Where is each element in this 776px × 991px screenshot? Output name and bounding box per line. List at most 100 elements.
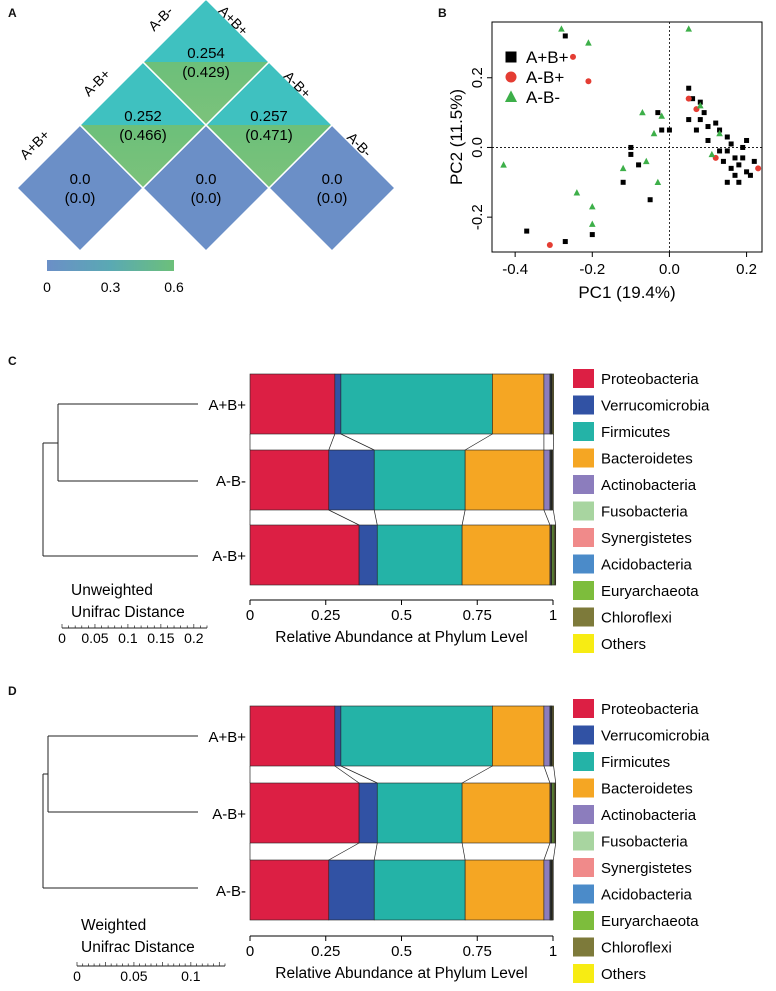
scatter-point — [701, 110, 707, 116]
legend-label: Verrucomicrobia — [601, 398, 710, 415]
scatter-point — [685, 25, 693, 32]
legend-label: Synergistetes — [601, 530, 692, 547]
colorbar — [47, 260, 174, 271]
stacked-bar-segment — [249, 524, 360, 586]
dendrogram-title: Weighted — [81, 917, 146, 934]
x-tick-label: 1 — [549, 943, 557, 960]
legend-swatch — [573, 858, 594, 877]
scatter-point — [588, 203, 596, 210]
legend-label: Acidobacteria — [601, 557, 693, 574]
legend-label: Actinobacteria — [601, 477, 697, 494]
scatter-point — [686, 117, 692, 123]
legend-label: Firmicutes — [601, 424, 670, 441]
x-tick-label: 0.25 — [311, 943, 340, 960]
legend-label: Fusobacteria — [601, 504, 688, 521]
legend-marker — [505, 71, 517, 83]
stacked-bar-segment — [543, 859, 551, 921]
cell-value: 0.0 — [196, 171, 217, 188]
stacked-bar-segment — [492, 373, 545, 435]
stacked-bar-segment — [358, 782, 378, 844]
x-tick-label: 0 — [246, 943, 254, 960]
panel-label-c: C — [8, 354, 17, 368]
colorbar-tick-label: 0.6 — [164, 279, 184, 295]
bar-connector-line — [464, 433, 493, 451]
stacked-bar-segment — [373, 449, 466, 511]
legend-label: Fusobacteria — [601, 834, 688, 851]
bar-connector-line — [328, 433, 336, 451]
bar-category-label: A+B+ — [208, 729, 246, 746]
legend-label: Euryarchaeota — [601, 583, 699, 600]
bar-category-label: A+B+ — [208, 397, 246, 414]
bar-connector-line — [373, 842, 378, 861]
legend-label: Verrucomicrobia — [601, 728, 710, 745]
legend-swatch — [573, 805, 594, 824]
x-tick-label: 0.5 — [391, 943, 412, 960]
legend-swatch — [573, 475, 594, 494]
scatter-point — [732, 155, 738, 161]
scatter-point — [666, 127, 672, 133]
cell-value: 0.252 — [124, 108, 162, 125]
stacked-bar-segment — [328, 449, 375, 511]
scatter-point — [717, 148, 723, 154]
scatter-point — [546, 242, 553, 249]
scatter-point — [708, 150, 716, 158]
scatter-point — [654, 178, 662, 186]
y-axis-label: PC2 (11.5%) — [447, 89, 466, 185]
x-tick-label: 0 — [246, 607, 254, 624]
scatter-point — [500, 161, 507, 168]
legend-label: Actinobacteria — [601, 807, 697, 824]
scatter-point — [720, 158, 726, 164]
x-axis-label: Relative Abundance at Phylum Level — [275, 629, 527, 646]
scatter-point — [716, 129, 723, 137]
stacked-bar-segment — [376, 782, 463, 844]
stacked-bar-segment — [554, 782, 557, 844]
scatter-point — [686, 85, 692, 91]
scatter-point — [728, 141, 734, 147]
bar-connector-line — [461, 842, 466, 861]
legend-label: Chloroflexi — [601, 610, 672, 627]
x-tick-label: -0.4 — [502, 261, 528, 278]
scatter-point — [696, 102, 704, 109]
scatter-point — [747, 172, 753, 178]
legend-swatch — [573, 395, 594, 415]
legend-label: Proteobacteria — [601, 371, 699, 388]
cell-subvalue: (0.0) — [191, 190, 222, 207]
scale-bar-tick-label: 0.1 — [181, 968, 201, 984]
stacked-bar-segment — [249, 373, 336, 435]
legend-swatch — [573, 831, 594, 851]
y-tick-label: -0.2 — [469, 204, 486, 230]
x-axis-label: PC1 (19.4%) — [578, 283, 675, 302]
scatter-point — [620, 179, 626, 185]
cell-subvalue: (0.429) — [182, 64, 230, 81]
dendrogram-title: Unifrac Distance — [81, 939, 195, 956]
bar-connector-line — [340, 765, 378, 784]
legend-swatch — [573, 699, 594, 718]
scatter-point — [658, 112, 666, 119]
cell-value: 0.0 — [70, 171, 91, 188]
plot-frame — [491, 21, 763, 253]
dendrogram-title: Unweighted — [71, 582, 153, 599]
scatter-point — [628, 151, 634, 157]
scale-bar-tick-label: 0.2 — [184, 630, 204, 646]
legend-swatch — [573, 448, 594, 468]
stacked-bar-segment — [249, 705, 336, 767]
scatter-point — [736, 179, 742, 185]
legend-swatch — [573, 884, 594, 904]
bar-connector-line — [340, 433, 375, 451]
legend-marker — [504, 90, 518, 102]
scatter-point — [619, 164, 627, 172]
legend-label: Others — [601, 966, 646, 983]
x-tick-label: 1 — [549, 607, 557, 624]
legend-swatch — [573, 581, 594, 600]
scatter-point — [705, 124, 711, 130]
dendrogram-title: Unifrac Distance — [71, 604, 185, 621]
legend-swatch — [573, 911, 594, 930]
legend-swatch — [573, 369, 594, 388]
x-tick-label: 0.5 — [391, 607, 412, 624]
scatter-point — [573, 189, 581, 196]
cell-subvalue: (0.0) — [317, 190, 348, 207]
stacked-bar-segment — [249, 782, 360, 844]
bar-connector-line — [543, 842, 551, 861]
